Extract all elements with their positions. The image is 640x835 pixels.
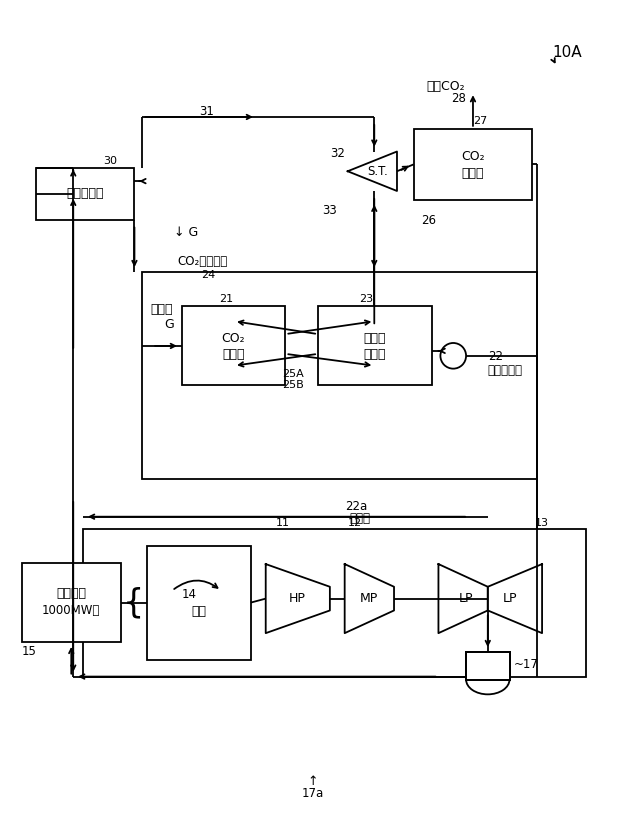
Text: 26: 26	[420, 214, 436, 227]
Bar	[466, 652, 509, 680]
Text: 圧熈CO₂: 圧熈CO₂	[426, 80, 465, 93]
Polygon shape	[345, 564, 394, 633]
Bar	[466, 652, 509, 680]
Text: HP: HP	[289, 592, 306, 605]
Text: 圧縮器: 圧縮器	[461, 167, 484, 180]
Bar	[318, 306, 431, 386]
Polygon shape	[266, 564, 330, 633]
Text: 吸収塔: 吸収塔	[222, 348, 244, 362]
Text: LP: LP	[502, 592, 516, 605]
Bar	[466, 652, 509, 680]
Bar	[414, 129, 532, 200]
Text: 33: 33	[322, 205, 337, 217]
Text: 再生塔: 再生塔	[363, 348, 385, 362]
Text: 補助ボイラ: 補助ボイラ	[67, 187, 104, 200]
Text: 再生過熱器: 再生過熱器	[488, 364, 523, 377]
Bar	[83, 529, 586, 676]
Polygon shape	[348, 151, 397, 191]
Circle shape	[440, 343, 466, 368]
Text: 1000MW）: 1000MW）	[42, 604, 100, 617]
Bar	[22, 563, 120, 642]
Text: 22: 22	[488, 351, 503, 363]
Text: G: G	[164, 318, 174, 331]
Text: ↑: ↑	[308, 775, 318, 787]
Text: 13: 13	[535, 518, 549, 528]
Text: 27: 27	[473, 116, 487, 126]
Bar	[182, 306, 285, 386]
Text: ↓ G: ↓ G	[174, 226, 198, 239]
Polygon shape	[438, 564, 488, 633]
Text: 17a: 17a	[302, 787, 324, 800]
Text: 凝縮水: 凝縮水	[349, 512, 371, 525]
Text: 24: 24	[202, 270, 216, 280]
Text: 12: 12	[348, 518, 362, 528]
Text: 吸収液: 吸収液	[363, 331, 385, 345]
Text: 14: 14	[181, 588, 196, 601]
Ellipse shape	[466, 665, 509, 695]
Text: 10A: 10A	[552, 45, 582, 60]
Text: 蔨気: 蔨気	[191, 605, 206, 618]
Text: ~17: ~17	[513, 658, 538, 671]
Text: 25A: 25A	[282, 368, 304, 378]
Text: 32: 32	[330, 147, 345, 160]
Text: 15: 15	[22, 645, 37, 659]
Text: 11: 11	[276, 518, 289, 528]
Text: 22a: 22a	[345, 500, 367, 514]
Text: S.T.: S.T.	[367, 164, 388, 178]
Text: 28: 28	[451, 92, 466, 104]
Text: Σ: Σ	[449, 349, 457, 362]
Text: 30: 30	[103, 156, 117, 166]
Text: 主ボイラ: 主ボイラ	[56, 587, 86, 600]
Text: 25B: 25B	[282, 381, 304, 391]
Bar	[36, 169, 134, 220]
Bar	[142, 272, 537, 479]
Text: 排ガス: 排ガス	[150, 303, 173, 316]
Text: 31: 31	[200, 104, 214, 118]
Text: 21: 21	[220, 294, 234, 303]
Text: CO₂: CO₂	[221, 331, 245, 345]
Polygon shape	[488, 564, 542, 633]
Text: MP: MP	[360, 592, 378, 605]
Text: CO₂回収装置: CO₂回収装置	[177, 255, 227, 268]
Text: {: {	[123, 586, 144, 619]
Text: CO₂: CO₂	[461, 150, 484, 163]
Text: LP: LP	[459, 592, 474, 605]
Text: 23: 23	[360, 294, 374, 303]
Bar	[147, 546, 251, 660]
